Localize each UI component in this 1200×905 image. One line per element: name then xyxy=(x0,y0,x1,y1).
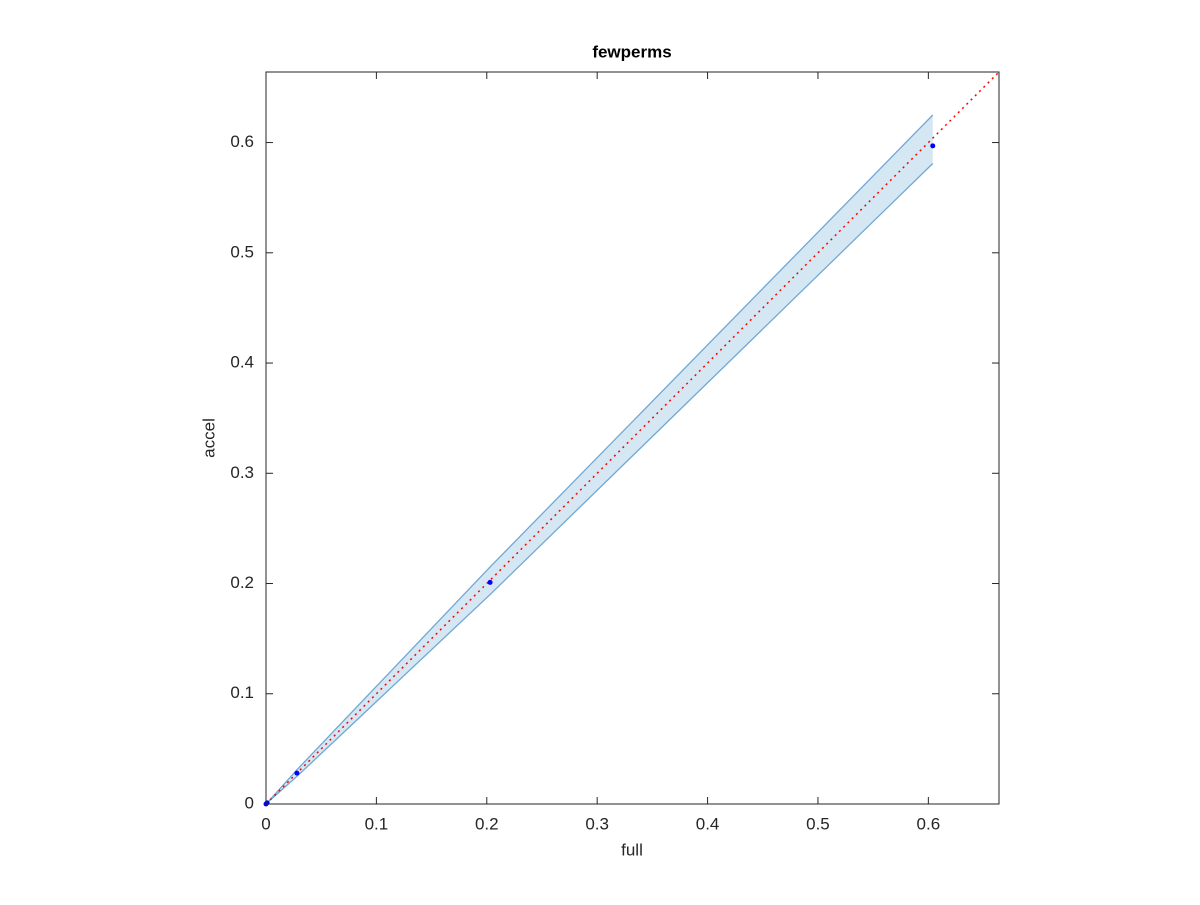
data-point xyxy=(294,770,300,776)
axes-box xyxy=(265,71,1000,805)
x-tick-label: 0.1 xyxy=(365,814,389,833)
y-tick-label: 0.4 xyxy=(230,353,254,372)
y-tick-label: 0.5 xyxy=(230,242,254,261)
y-tick-label: 0.2 xyxy=(230,573,254,592)
x-tick-label: 0.3 xyxy=(585,814,609,833)
confidence-band xyxy=(266,114,933,805)
y-axis-label: accel xyxy=(199,418,218,458)
data-point xyxy=(264,800,270,806)
reference-line xyxy=(265,71,1000,805)
x-tick-label: 0.5 xyxy=(806,814,830,833)
x-axis-label: full xyxy=(621,840,643,859)
y-tick-label: 0.6 xyxy=(230,132,254,151)
y-tick-label: 0 xyxy=(245,793,254,812)
data-point xyxy=(930,143,936,149)
y-tick-label: 0.3 xyxy=(230,463,254,482)
x-tick-label: 0.6 xyxy=(917,814,941,833)
data-point xyxy=(487,579,493,585)
chart-title: fewperms xyxy=(592,42,671,61)
x-tick-label: 0 xyxy=(261,814,270,833)
y-tick-label: 0.1 xyxy=(230,683,254,702)
x-tick-label: 0.2 xyxy=(475,814,499,833)
x-tick-label: 0.4 xyxy=(696,814,720,833)
